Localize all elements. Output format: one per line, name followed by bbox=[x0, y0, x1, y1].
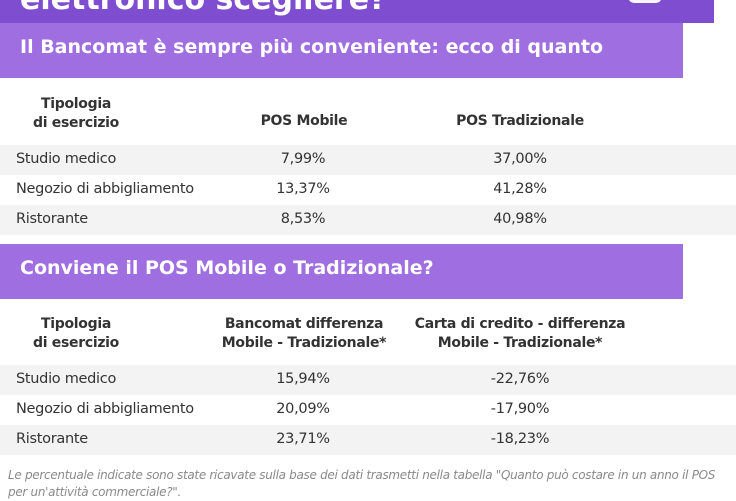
table-row: Negozio di abbigliamento 20,09% -17,90% bbox=[0, 395, 736, 425]
row-mobile: 7,99% bbox=[280, 151, 326, 167]
section2-header: Conviene il POS Mobile o Tradizionale? bbox=[0, 244, 683, 299]
section1-header: Il Bancomat è sempre più conveniente: ec… bbox=[0, 23, 683, 78]
section1-col3-header: POS Tradizionale bbox=[456, 113, 584, 129]
section1-col2-header: POS Mobile bbox=[260, 113, 348, 129]
row-type: Ristorante bbox=[16, 211, 88, 227]
section1-title: Il Bancomat è sempre più conveniente: ec… bbox=[20, 36, 604, 58]
row-bancomat-diff: 15,94% bbox=[276, 371, 330, 387]
table-row: Studio medico 15,94% -22,76% bbox=[0, 365, 736, 395]
table-row: Negozio di abbigliamento 13,37% 41,28% bbox=[0, 175, 736, 205]
row-bancomat-diff: 23,71% bbox=[276, 431, 330, 447]
section2-col1-header-line2: di esercizio bbox=[33, 335, 119, 351]
section2-col1-header-line1: Tipologia bbox=[41, 316, 111, 332]
row-credit-diff: -17,90% bbox=[490, 401, 550, 417]
footnote: Le percentuale indicate sono state ricav… bbox=[8, 468, 716, 499]
row-type: Studio medico bbox=[16, 151, 117, 167]
section2-col2-header-line1: Bancomat differenza bbox=[224, 316, 384, 332]
banner-decoration bbox=[628, 0, 662, 3]
section2-col3-header: Carta di credito - differenza Mobile - T… bbox=[400, 315, 640, 353]
row-mobile: 8,53% bbox=[280, 211, 326, 227]
row-credit-diff: -18,23% bbox=[490, 431, 550, 447]
banner-title: elettronico scegliere? bbox=[20, 0, 386, 17]
section2-title: Conviene il POS Mobile o Tradizionale? bbox=[20, 257, 434, 279]
row-type: Studio medico bbox=[16, 371, 117, 387]
section2-col3-header-line2: Mobile - Tradizionale* bbox=[437, 335, 603, 351]
section2-col1-header: Tipologia di esercizio bbox=[16, 315, 136, 353]
table-row: Studio medico 7,99% 37,00% bbox=[0, 145, 736, 175]
row-mobile: 13,37% bbox=[276, 181, 330, 197]
section2-col2-header-line2: Mobile - Tradizionale* bbox=[221, 335, 387, 351]
top-banner: elettronico scegliere? bbox=[0, 0, 714, 23]
row-type: Negozio di abbigliamento bbox=[16, 181, 194, 197]
section1-col1-header-line2: di esercizio bbox=[33, 115, 119, 131]
row-traditional: 40,98% bbox=[493, 211, 547, 227]
row-type: Ristorante bbox=[16, 431, 88, 447]
section2-col2-header: Bancomat differenza Mobile - Tradizional… bbox=[204, 315, 404, 353]
section1-col1-header: Tipologia di esercizio bbox=[16, 95, 136, 133]
row-credit-diff: -22,76% bbox=[490, 371, 550, 387]
row-bancomat-diff: 20,09% bbox=[276, 401, 330, 417]
row-traditional: 37,00% bbox=[493, 151, 547, 167]
row-traditional: 41,28% bbox=[493, 181, 547, 197]
section2-col3-header-line1: Carta di credito - differenza bbox=[414, 316, 626, 332]
row-type: Negozio di abbigliamento bbox=[16, 401, 194, 417]
section1-col1-header-line1: Tipologia bbox=[41, 96, 111, 112]
table-row: Ristorante 23,71% -18,23% bbox=[0, 425, 736, 455]
table-row: Ristorante 8,53% 40,98% bbox=[0, 205, 736, 235]
